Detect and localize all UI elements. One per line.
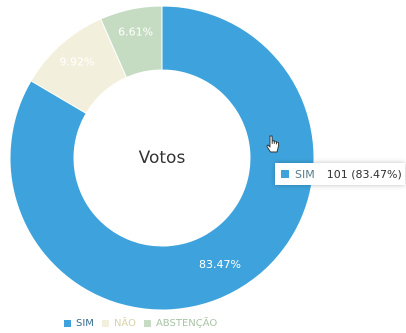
hand-cursor-icon (266, 135, 279, 153)
pie-slice-sim[interactable] (9, 5, 315, 311)
legend-item-sim[interactable]: SIM (64, 318, 94, 329)
slice-label-abstenção: 6.61% (118, 26, 153, 39)
chart-tooltip: SIM 101 (83.47%) (275, 163, 405, 185)
tooltip-swatch (281, 170, 289, 178)
pie-slice-abstenção[interactable] (100, 5, 163, 79)
chart-title: Votos (139, 148, 186, 168)
legend-swatch (143, 320, 151, 327)
legend-label: NÃO (113, 318, 136, 329)
legend-item-não[interactable]: NÃO (101, 318, 136, 329)
legend-item-abstenção[interactable]: ABSTENÇÃO (143, 318, 218, 329)
legend-swatch (101, 320, 109, 327)
tooltip-series-name: SIM (295, 167, 315, 181)
chart-legend: SIM NÃO ABSTENÇÃO (64, 318, 225, 329)
slice-label-sim: 83.47% (199, 258, 241, 271)
legend-swatch (64, 320, 71, 327)
legend-label: SIM (76, 318, 94, 329)
slice-label-não: 9.92% (59, 55, 94, 68)
tooltip-value: 101 (83.47%) (326, 167, 402, 181)
legend-label: ABSTENÇÃO (155, 318, 218, 329)
